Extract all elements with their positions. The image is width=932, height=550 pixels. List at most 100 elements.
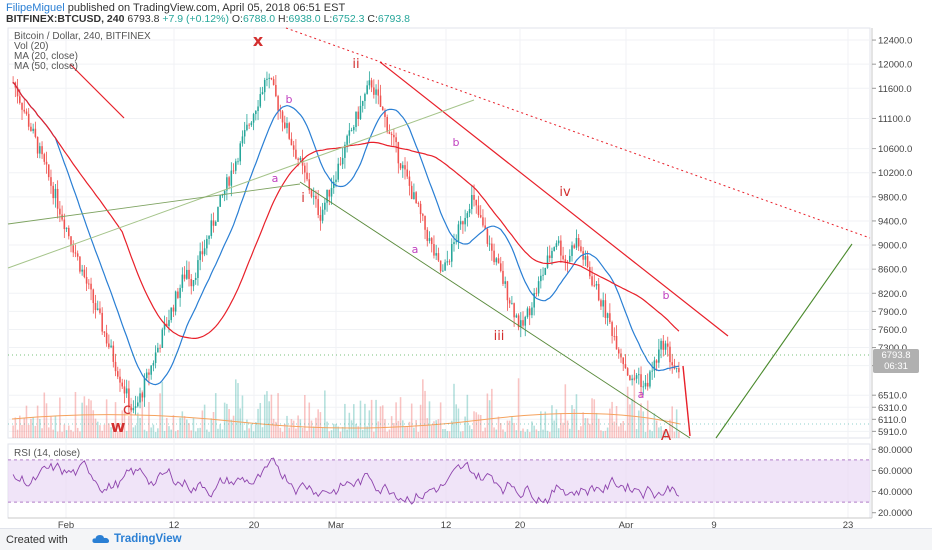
- candle-body: [655, 360, 658, 363]
- candle-body: [493, 250, 495, 263]
- candle-body: [393, 134, 395, 138]
- volume-bar: [651, 431, 653, 438]
- time-tick-label: 20: [515, 520, 526, 528]
- volume-bar: [128, 416, 130, 438]
- volume-bar: [101, 430, 103, 438]
- price-tick-label: 8600.0: [878, 265, 907, 276]
- volume-bar: [413, 427, 415, 438]
- candle-body: [593, 285, 596, 287]
- candle-body: [482, 217, 484, 226]
- candle-body: [546, 255, 549, 268]
- volume-bar: [326, 421, 328, 438]
- volume-bar: [237, 383, 239, 438]
- candle-body: [553, 247, 555, 251]
- volume-bar: [230, 419, 233, 438]
- volume-bar: [589, 423, 591, 438]
- chart-axes: 12400.0 12000.0 11600.0 11100.0 10600.0 10200…: [8, 28, 912, 528]
- volume-bar: [79, 431, 81, 438]
- volume-bar: [638, 410, 640, 438]
- volume-bar: [569, 428, 571, 438]
- volume-bar: [662, 430, 665, 438]
- candle-body: [304, 165, 306, 173]
- price-tick-label: 11100.0: [878, 114, 911, 125]
- wave-label: a: [272, 172, 279, 185]
- candle-body: [633, 378, 636, 380]
- volume-bar: [81, 402, 83, 438]
- volume-bar: [600, 430, 602, 438]
- author-link[interactable]: FilipeMiguel: [6, 2, 65, 14]
- volume-bar: [348, 412, 351, 438]
- volume-bar: [649, 429, 651, 438]
- volume-bar: [377, 421, 380, 438]
- volume-bar: [450, 420, 453, 438]
- close-label: C:: [367, 13, 378, 25]
- candle-body: [317, 199, 319, 215]
- candle-body: [92, 289, 95, 304]
- legend-ma50[interactable]: MA (50, close): [14, 61, 78, 72]
- candle-body: [45, 161, 48, 165]
- candle-body: [584, 256, 587, 260]
- volume-bar: [266, 391, 268, 438]
- candle-body: [114, 361, 117, 372]
- volume-bar: [404, 426, 406, 438]
- candle-body: [63, 219, 66, 230]
- volume-bar: [52, 429, 54, 438]
- candle-body: [499, 263, 502, 271]
- volume-bar: [513, 422, 515, 438]
- candle-body: [635, 375, 638, 379]
- volume-bar: [110, 427, 112, 438]
- price-tick-label: 10600.0: [878, 144, 912, 155]
- candle-body: [272, 79, 275, 85]
- price-tick-label: 7900.0: [878, 307, 907, 318]
- volume-bar: [203, 404, 206, 438]
- volume-bar: [72, 431, 75, 438]
- candle-body: [644, 382, 647, 387]
- candle-body: [137, 402, 139, 407]
- tradingview-logo[interactable]: TradingView: [92, 533, 182, 545]
- rsi-tick-label: 40.0000: [878, 487, 912, 498]
- candle-body: [41, 146, 43, 155]
- time-tick-label: Apr: [619, 520, 634, 528]
- volume-bar: [546, 430, 549, 438]
- candle-body: [310, 190, 313, 197]
- volume-bar: [533, 425, 535, 438]
- volume-bar: [426, 418, 429, 438]
- volume-bar: [673, 431, 676, 438]
- candle-body: [502, 270, 504, 284]
- candle-body: [226, 177, 228, 191]
- volume-bar: [243, 430, 246, 438]
- candle-body: [134, 406, 137, 408]
- volume-bar: [188, 423, 190, 438]
- candle-body: [642, 386, 645, 388]
- volume-bar: [629, 404, 631, 438]
- volume-bar: [471, 429, 473, 438]
- candle-body: [275, 84, 277, 97]
- volume-bar: [664, 431, 667, 438]
- volume-bar: [499, 423, 502, 438]
- candle-body: [330, 187, 333, 197]
- price-tick-label: 12000.0: [878, 60, 912, 71]
- candle-body: [402, 165, 404, 169]
- volume-bar: [344, 403, 346, 438]
- candle-body: [422, 214, 424, 216]
- trendline-green-lower: [299, 181, 691, 439]
- candle-body: [261, 92, 264, 95]
- legend-ma20[interactable]: MA (20, close): [14, 51, 78, 62]
- candle-body: [76, 253, 79, 257]
- projection-green: [715, 243, 853, 439]
- candle-body: [217, 206, 219, 222]
- wave-label: b: [663, 289, 670, 302]
- volume-bar: [228, 409, 230, 438]
- volume-bar: [540, 411, 542, 438]
- volume-bar: [34, 425, 37, 438]
- candle-body: [368, 80, 371, 86]
- wave-label: i: [301, 191, 305, 206]
- moving-averages: [11, 82, 681, 429]
- legend-volume[interactable]: Vol (20): [14, 41, 49, 52]
- last-price-tag: 6793.8 06:31: [873, 349, 919, 373]
- candle-body: [223, 190, 226, 196]
- volume-bar: [105, 399, 108, 438]
- rsi-tick-label: 80.0000: [878, 445, 912, 456]
- rsi-legend[interactable]: RSI (14, close): [14, 448, 81, 459]
